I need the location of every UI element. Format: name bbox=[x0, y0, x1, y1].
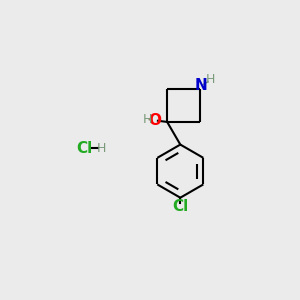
Text: O: O bbox=[148, 113, 162, 128]
Text: Cl: Cl bbox=[76, 140, 93, 155]
Text: H: H bbox=[142, 113, 152, 126]
Text: H: H bbox=[96, 142, 106, 154]
Text: Cl: Cl bbox=[172, 200, 188, 214]
Text: H: H bbox=[206, 74, 215, 86]
Text: N: N bbox=[195, 78, 208, 93]
